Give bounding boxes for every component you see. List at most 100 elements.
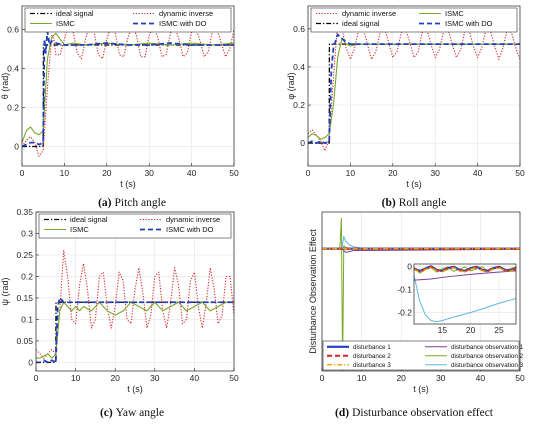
x-tick-label: 50 — [515, 168, 525, 178]
x-tick-label: 20 — [102, 168, 112, 178]
inset-x-tick-label: 15 — [438, 325, 448, 335]
series-line-panel-d-inset-1 — [414, 270, 516, 281]
x-tick-label: 20 — [396, 373, 406, 383]
legend-entry: dynamic inverse — [166, 215, 220, 224]
caption-a: (a) Pitch angle — [98, 197, 166, 209]
y-tick-label: 0.1 — [21, 314, 33, 324]
panel-d-x-axis-label: t (s) — [413, 384, 429, 394]
series-line-panel-a-3 — [22, 30, 234, 148]
caption-c-label: (c) — [100, 407, 113, 419]
series-line-panel-c-1 — [36, 250, 234, 359]
y-tick-label: 0.3 — [21, 228, 33, 238]
legend-entry: ISMC — [445, 9, 464, 18]
y-tick-label: 0.35 — [16, 207, 33, 217]
inset-x-tick-label: 25 — [494, 325, 504, 335]
y-tick-label: 0.05 — [16, 336, 33, 346]
caption-d-label: (d) — [335, 407, 349, 419]
series-line-panel-b-0 — [308, 43, 520, 144]
series-line-panel-c-2 — [36, 301, 234, 359]
legend-entry: disturbance 3 — [353, 362, 391, 369]
x-tick-label: 30 — [144, 168, 154, 178]
panel-d-legend: disturbance 1 disturbance observation 1 di… — [322, 340, 524, 371]
x-tick-label: 30 — [430, 168, 440, 178]
x-tick-label: 40 — [190, 373, 200, 383]
y-tick-label: 0.15 — [16, 293, 33, 303]
panel-b-y-axis-label: φ (rad) — [286, 72, 296, 99]
x-tick-label: 0 — [34, 373, 39, 383]
x-tick-label: 40 — [473, 168, 483, 178]
series-line-panel-b-2 — [308, 37, 520, 140]
x-tick-label: 20 — [388, 168, 398, 178]
caption-c: (c) Yaw angle — [100, 407, 164, 419]
x-tick-label: 50 — [515, 373, 525, 383]
series-line-panel-d-inset-0 — [414, 275, 516, 323]
x-tick-label: 10 — [357, 373, 367, 383]
x-tick-label: 0 — [306, 168, 311, 178]
series-line-panel-d-inset-5 — [414, 266, 516, 273]
inset-y-tick-label: 0 — [407, 261, 412, 271]
legend-entry: disturbance 2 — [353, 353, 391, 360]
caption-c-text: Yaw angle — [116, 407, 164, 419]
x-tick-label: 40 — [476, 373, 486, 383]
caption-b: (b) Roll angle — [382, 197, 447, 209]
inset-y-tick-label: -0.1 — [397, 284, 412, 294]
y-tick-label: 0 — [28, 357, 33, 367]
inset-y-tick-label: -0.2 — [397, 307, 412, 317]
x-tick-label: 40 — [187, 168, 197, 178]
x-tick-label: 30 — [150, 373, 160, 383]
panel-d-plot-area — [322, 217, 520, 371]
panel-d-axes-frame — [321, 211, 521, 372]
panel-d-y-axis-label: Disturbance Observation Effect — [308, 229, 318, 354]
series-line-panel-d-1 — [322, 235, 520, 250]
panel-b-legend: dynamic inverse ISMC ideal signal ISMC with… — [310, 7, 518, 33]
panel-c-legend: ideal signal dynamic inverse ISMC ISMC with… — [38, 213, 232, 239]
x-tick-label: 10 — [60, 168, 70, 178]
caption-b-text: Roll angle — [399, 197, 447, 209]
panel-a-legend: ideal signal dynamic inverse ISMC ISMC with… — [24, 7, 232, 33]
legend-entry: disturbance observation 1 — [451, 344, 524, 351]
x-tick-label: 30 — [436, 373, 446, 383]
legend-entry: ISMC — [56, 19, 75, 28]
panel-b-axes-frame — [307, 5, 521, 167]
series-line-panel-c-0 — [36, 301, 234, 364]
panel-c-axes-frame — [35, 211, 235, 372]
series-line-panel-a-1 — [22, 23, 234, 157]
series-line-panel-c-3 — [36, 297, 234, 364]
legend-entry: ISMC — [70, 225, 89, 234]
panel-a-axes-frame — [21, 5, 235, 167]
legend-entry: dynamic inverse — [342, 9, 396, 18]
panel-a-x-axis-label: t (s) — [120, 179, 136, 189]
panel-a: 0 10 20 30 40 50 0 0.2 0.4 0.6 t (s) θ (rad) ideal s… — [0, 5, 239, 189]
caption-b-label: (b) — [382, 197, 396, 209]
panel-a-y-axis-label: θ (rad) — [0, 73, 10, 100]
y-tick-label: 0.6 — [293, 24, 305, 34]
legend-entry: disturbance observation 3 — [451, 362, 524, 369]
legend-entry: disturbance observation 2 — [451, 353, 524, 360]
legend-entry: ISMC with DO — [159, 19, 207, 28]
x-tick-label: 20 — [110, 373, 120, 383]
caption-d: (d) Disturbance observation effect — [335, 407, 494, 419]
inset-x-tick-label: 20 — [466, 325, 476, 335]
x-tick-label: 50 — [229, 373, 239, 383]
panel-c-x-axis-label: t (s) — [127, 384, 143, 394]
panel-c-plot-area — [36, 250, 234, 364]
caption-d-text: Disturbance observation effect — [352, 407, 494, 419]
x-tick-label: 10 — [346, 168, 356, 178]
series-line-panel-b-3 — [308, 33, 520, 145]
y-tick-label: 0.25 — [16, 250, 33, 260]
x-tick-label: 10 — [71, 373, 81, 383]
x-tick-label: 50 — [229, 168, 239, 178]
panel-d-inset: 15 20 25 0 -0.1 -0.2 — [397, 261, 517, 335]
y-tick-label: 0.4 — [7, 63, 19, 73]
legend-entry: ideal signal — [70, 215, 108, 224]
legend-entry: ISMC with DO — [445, 19, 493, 28]
y-tick-label: 0.2 — [21, 271, 33, 281]
panel-c: 0 10 20 30 40 50 0 0.05 0.1 0.15 0.2 0.25 0.3 0.35 t (… — [0, 207, 239, 394]
y-tick-label: 0.4 — [293, 62, 305, 72]
panel-b-x-axis-label: t (s) — [406, 179, 422, 189]
y-tick-label: 0 — [300, 138, 305, 148]
legend-entry: dynamic inverse — [159, 9, 213, 18]
series-line-panel-a-0 — [22, 44, 234, 148]
x-tick-label: 0 — [320, 373, 325, 383]
